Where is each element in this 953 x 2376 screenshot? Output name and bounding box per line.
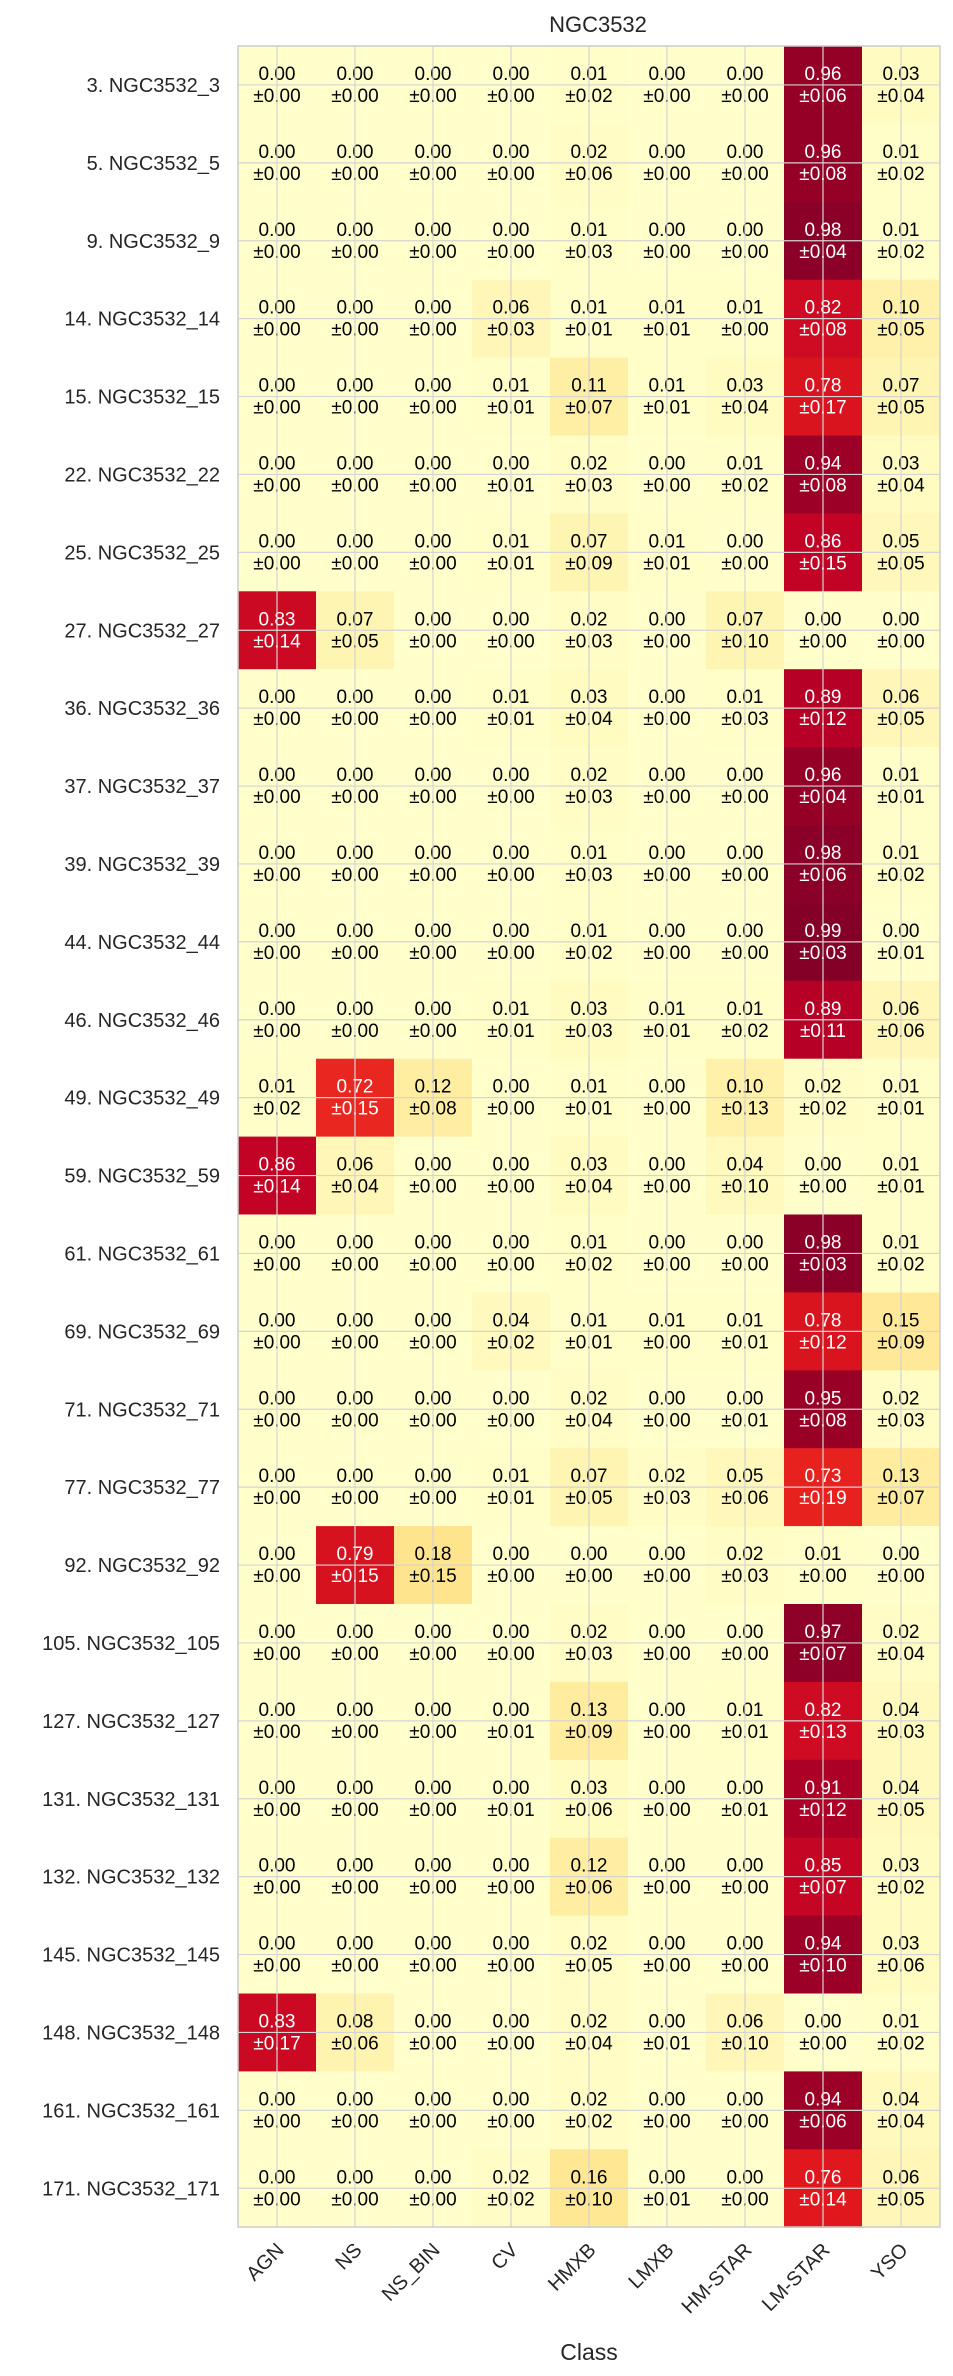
y-tick-label: 5. NGC3532_5	[87, 153, 220, 175]
y-tick-label: 25. NGC3532_25	[64, 542, 220, 564]
plot-frame	[237, 45, 941, 2228]
y-tick-label: 37. NGC3532_37	[64, 776, 220, 798]
x-tick-label: NS	[331, 2239, 366, 2274]
y-tick-label: 161. NGC3532_161	[42, 2100, 220, 2122]
x-tick-label: AGN	[242, 2239, 288, 2285]
y-tick-label: 39. NGC3532_39	[64, 854, 220, 876]
chart-title: NGC3532	[549, 12, 647, 37]
y-tick-label: 105. NGC3532_105	[42, 1633, 220, 1655]
y-tick-label: 3. NGC3532_3	[87, 75, 220, 97]
y-tick-label: 127. NGC3532_127	[42, 1711, 220, 1733]
heatmap-cell: 0.00±0.00	[628, 2071, 707, 2150]
x-tick-label: LMXB	[624, 2239, 678, 2293]
x-tick-label: CV	[487, 2239, 523, 2275]
y-tick-label: 77. NGC3532_77	[64, 1477, 220, 1499]
y-tick-label: 59. NGC3532_59	[64, 1166, 220, 1188]
x-tick-labels: AGN NS NS_BIN CV HMXB LMXB HM-STAR LM-STAR YSO	[242, 2239, 912, 2318]
y-tick-label: 69. NGC3532_69	[64, 1321, 220, 1343]
y-tick-label: 49. NGC3532_49	[64, 1088, 220, 1110]
x-tick-label: YSO	[867, 2239, 912, 2284]
y-tick-label: 171. NGC3532_171	[42, 2178, 220, 2200]
y-tick-label: 132. NGC3532_132	[42, 1867, 220, 1889]
y-tick-label: 9. NGC3532_9	[87, 231, 220, 253]
y-tick-label: 131. NGC3532_131	[42, 1789, 220, 1811]
y-tick-label: 44. NGC3532_44	[64, 932, 220, 954]
x-tick-label: HM-STAR	[678, 2239, 757, 2318]
y-tick-label: 92. NGC3532_92	[64, 1555, 220, 1577]
y-tick-label: 46. NGC3532_46	[64, 1010, 220, 1032]
x-tick-label: LM-STAR	[758, 2239, 835, 2316]
y-tick-label: 14. NGC3532_14	[64, 309, 220, 331]
x-tick-label: HMXB	[544, 2239, 600, 2295]
y-tick-labels: 3. NGC3532_3 5. NGC3532_5 9. NGC3532_9 14. …	[42, 75, 220, 2200]
x-tick-label: NS_BIN	[378, 2239, 445, 2306]
y-tick-label: 15. NGC3532_15	[64, 387, 220, 409]
y-tick-label: 61. NGC3532_61	[64, 1243, 220, 1265]
y-tick-label: 27. NGC3532_27	[64, 620, 220, 642]
y-tick-label: 148. NGC3532_148	[42, 2022, 220, 2044]
y-tick-label: 22. NGC3532_22	[64, 464, 220, 486]
gridlines	[238, 46, 940, 2228]
y-tick-label: 36. NGC3532_36	[64, 698, 220, 720]
y-tick-label: 71. NGC3532_71	[64, 1399, 220, 1421]
x-axis-label: Class	[560, 2339, 618, 2365]
y-tick-label: 145. NGC3532_145	[42, 1945, 220, 1967]
